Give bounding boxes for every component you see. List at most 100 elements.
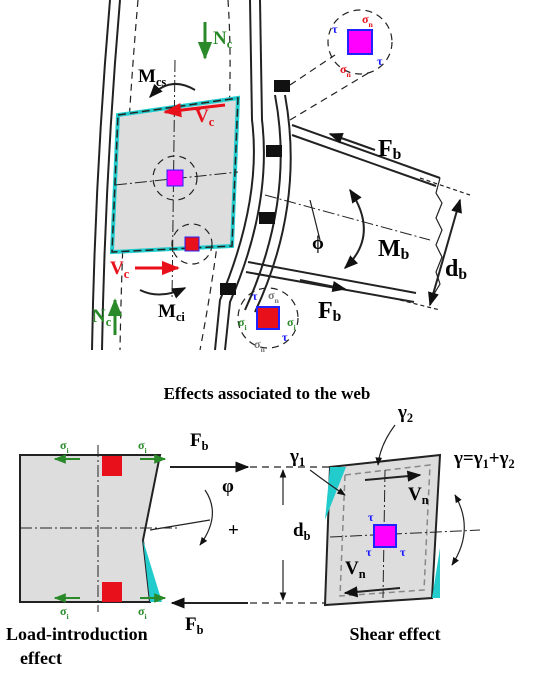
label: φ bbox=[222, 476, 234, 497]
label: σi bbox=[138, 604, 148, 621]
subscript: cs bbox=[156, 75, 166, 89]
symbol: +γ bbox=[489, 448, 509, 469]
bottom-drawing bbox=[20, 425, 480, 612]
element bbox=[185, 237, 199, 251]
symbol: τ bbox=[252, 289, 258, 303]
subscript: b bbox=[197, 623, 204, 637]
subscript: i bbox=[145, 612, 148, 621]
stiffener bbox=[259, 212, 275, 224]
symbol: V bbox=[110, 258, 124, 279]
symbol: M bbox=[158, 301, 176, 322]
label: γ2 bbox=[397, 402, 413, 424]
depth-arrow bbox=[430, 200, 460, 305]
element bbox=[348, 30, 372, 54]
symbol: τ bbox=[400, 545, 406, 559]
subscript: c bbox=[227, 37, 233, 51]
angle-arrow bbox=[378, 425, 395, 465]
beam-flange bbox=[292, 125, 440, 178]
subscript: n bbox=[275, 296, 280, 305]
label: γ=γ1+γ2 bbox=[453, 448, 515, 470]
subscript: 1 bbox=[299, 455, 305, 469]
label: σn bbox=[254, 337, 266, 354]
subscript: b bbox=[304, 529, 311, 543]
subscript: i bbox=[294, 323, 297, 332]
subscript: b bbox=[333, 308, 342, 325]
element bbox=[257, 307, 279, 329]
label: σi bbox=[238, 315, 248, 332]
subscript: n bbox=[422, 493, 429, 507]
symbol: τ bbox=[377, 54, 383, 68]
label: τ bbox=[377, 54, 383, 68]
subscript: c bbox=[209, 115, 215, 129]
symbol: N bbox=[213, 28, 227, 49]
moment-arrow bbox=[345, 190, 364, 268]
label: σi bbox=[60, 438, 70, 455]
stiffener bbox=[220, 283, 236, 295]
subscript: i bbox=[67, 612, 70, 621]
label: τ bbox=[332, 22, 338, 36]
symbol: N bbox=[92, 306, 106, 327]
beam-axis bbox=[265, 195, 430, 240]
subscript: i bbox=[245, 323, 248, 332]
force-arrow bbox=[300, 280, 345, 289]
subscript: n bbox=[347, 70, 352, 79]
symbol: τ bbox=[282, 330, 288, 344]
symbol: τ bbox=[332, 22, 338, 36]
subscript: c bbox=[106, 315, 112, 329]
label: Fb bbox=[185, 614, 204, 636]
label: db bbox=[445, 256, 467, 283]
subscript: b bbox=[393, 146, 402, 163]
moment-arrow bbox=[140, 288, 185, 295]
label: τ bbox=[282, 330, 288, 344]
label: σi bbox=[138, 438, 148, 455]
element bbox=[167, 170, 183, 186]
symbol: F bbox=[378, 136, 393, 162]
subscript: n bbox=[369, 20, 374, 29]
caption: Effects associated to the web bbox=[164, 384, 371, 403]
label: Mci bbox=[158, 301, 185, 323]
label: τ bbox=[400, 545, 406, 559]
caption: effect bbox=[20, 648, 62, 668]
subscript: i bbox=[145, 446, 148, 455]
subscript: b bbox=[401, 246, 410, 263]
subscript: n bbox=[261, 345, 266, 354]
symbol: γ bbox=[397, 402, 407, 423]
label: Mcs bbox=[138, 66, 166, 88]
symbol: F bbox=[318, 298, 333, 324]
angle-line bbox=[150, 520, 210, 530]
symbol: φ bbox=[222, 476, 234, 497]
symbol: + bbox=[228, 520, 239, 541]
subscript: i bbox=[67, 446, 70, 455]
label: τ bbox=[368, 510, 374, 524]
stiffener bbox=[266, 145, 282, 157]
element bbox=[374, 525, 396, 547]
symbol: d bbox=[445, 256, 459, 282]
label: db bbox=[293, 520, 311, 542]
symbol: d bbox=[293, 520, 304, 541]
label: σn bbox=[362, 12, 374, 29]
subscript: ci bbox=[176, 310, 185, 324]
label: τ bbox=[252, 289, 258, 303]
symbol: ϕ bbox=[312, 233, 324, 254]
label: ϕ bbox=[312, 233, 324, 254]
subscript: c bbox=[124, 267, 130, 281]
page: NcMcsVcσnτσnτFbMbϕdbVcNcMciFbτσnσiσiτσnσ… bbox=[0, 0, 534, 680]
stiffener bbox=[274, 80, 290, 92]
symbol: M bbox=[378, 236, 401, 262]
label: σi bbox=[287, 315, 297, 332]
label: Vc bbox=[110, 258, 130, 280]
label: Mb bbox=[378, 236, 410, 263]
caption: Shear effect bbox=[349, 624, 440, 644]
label: Nc bbox=[213, 28, 233, 50]
leader bbox=[290, 72, 370, 120]
label: Fb bbox=[378, 136, 402, 163]
symbol: V bbox=[345, 558, 359, 579]
symbol: F bbox=[190, 430, 202, 451]
symbol: F bbox=[185, 614, 197, 635]
subscript: b bbox=[458, 266, 467, 283]
label: Nc bbox=[92, 306, 112, 328]
subscript: 2 bbox=[509, 457, 515, 471]
subscript: n bbox=[359, 567, 366, 581]
dim-line bbox=[420, 178, 470, 195]
label: Fb bbox=[190, 430, 209, 452]
